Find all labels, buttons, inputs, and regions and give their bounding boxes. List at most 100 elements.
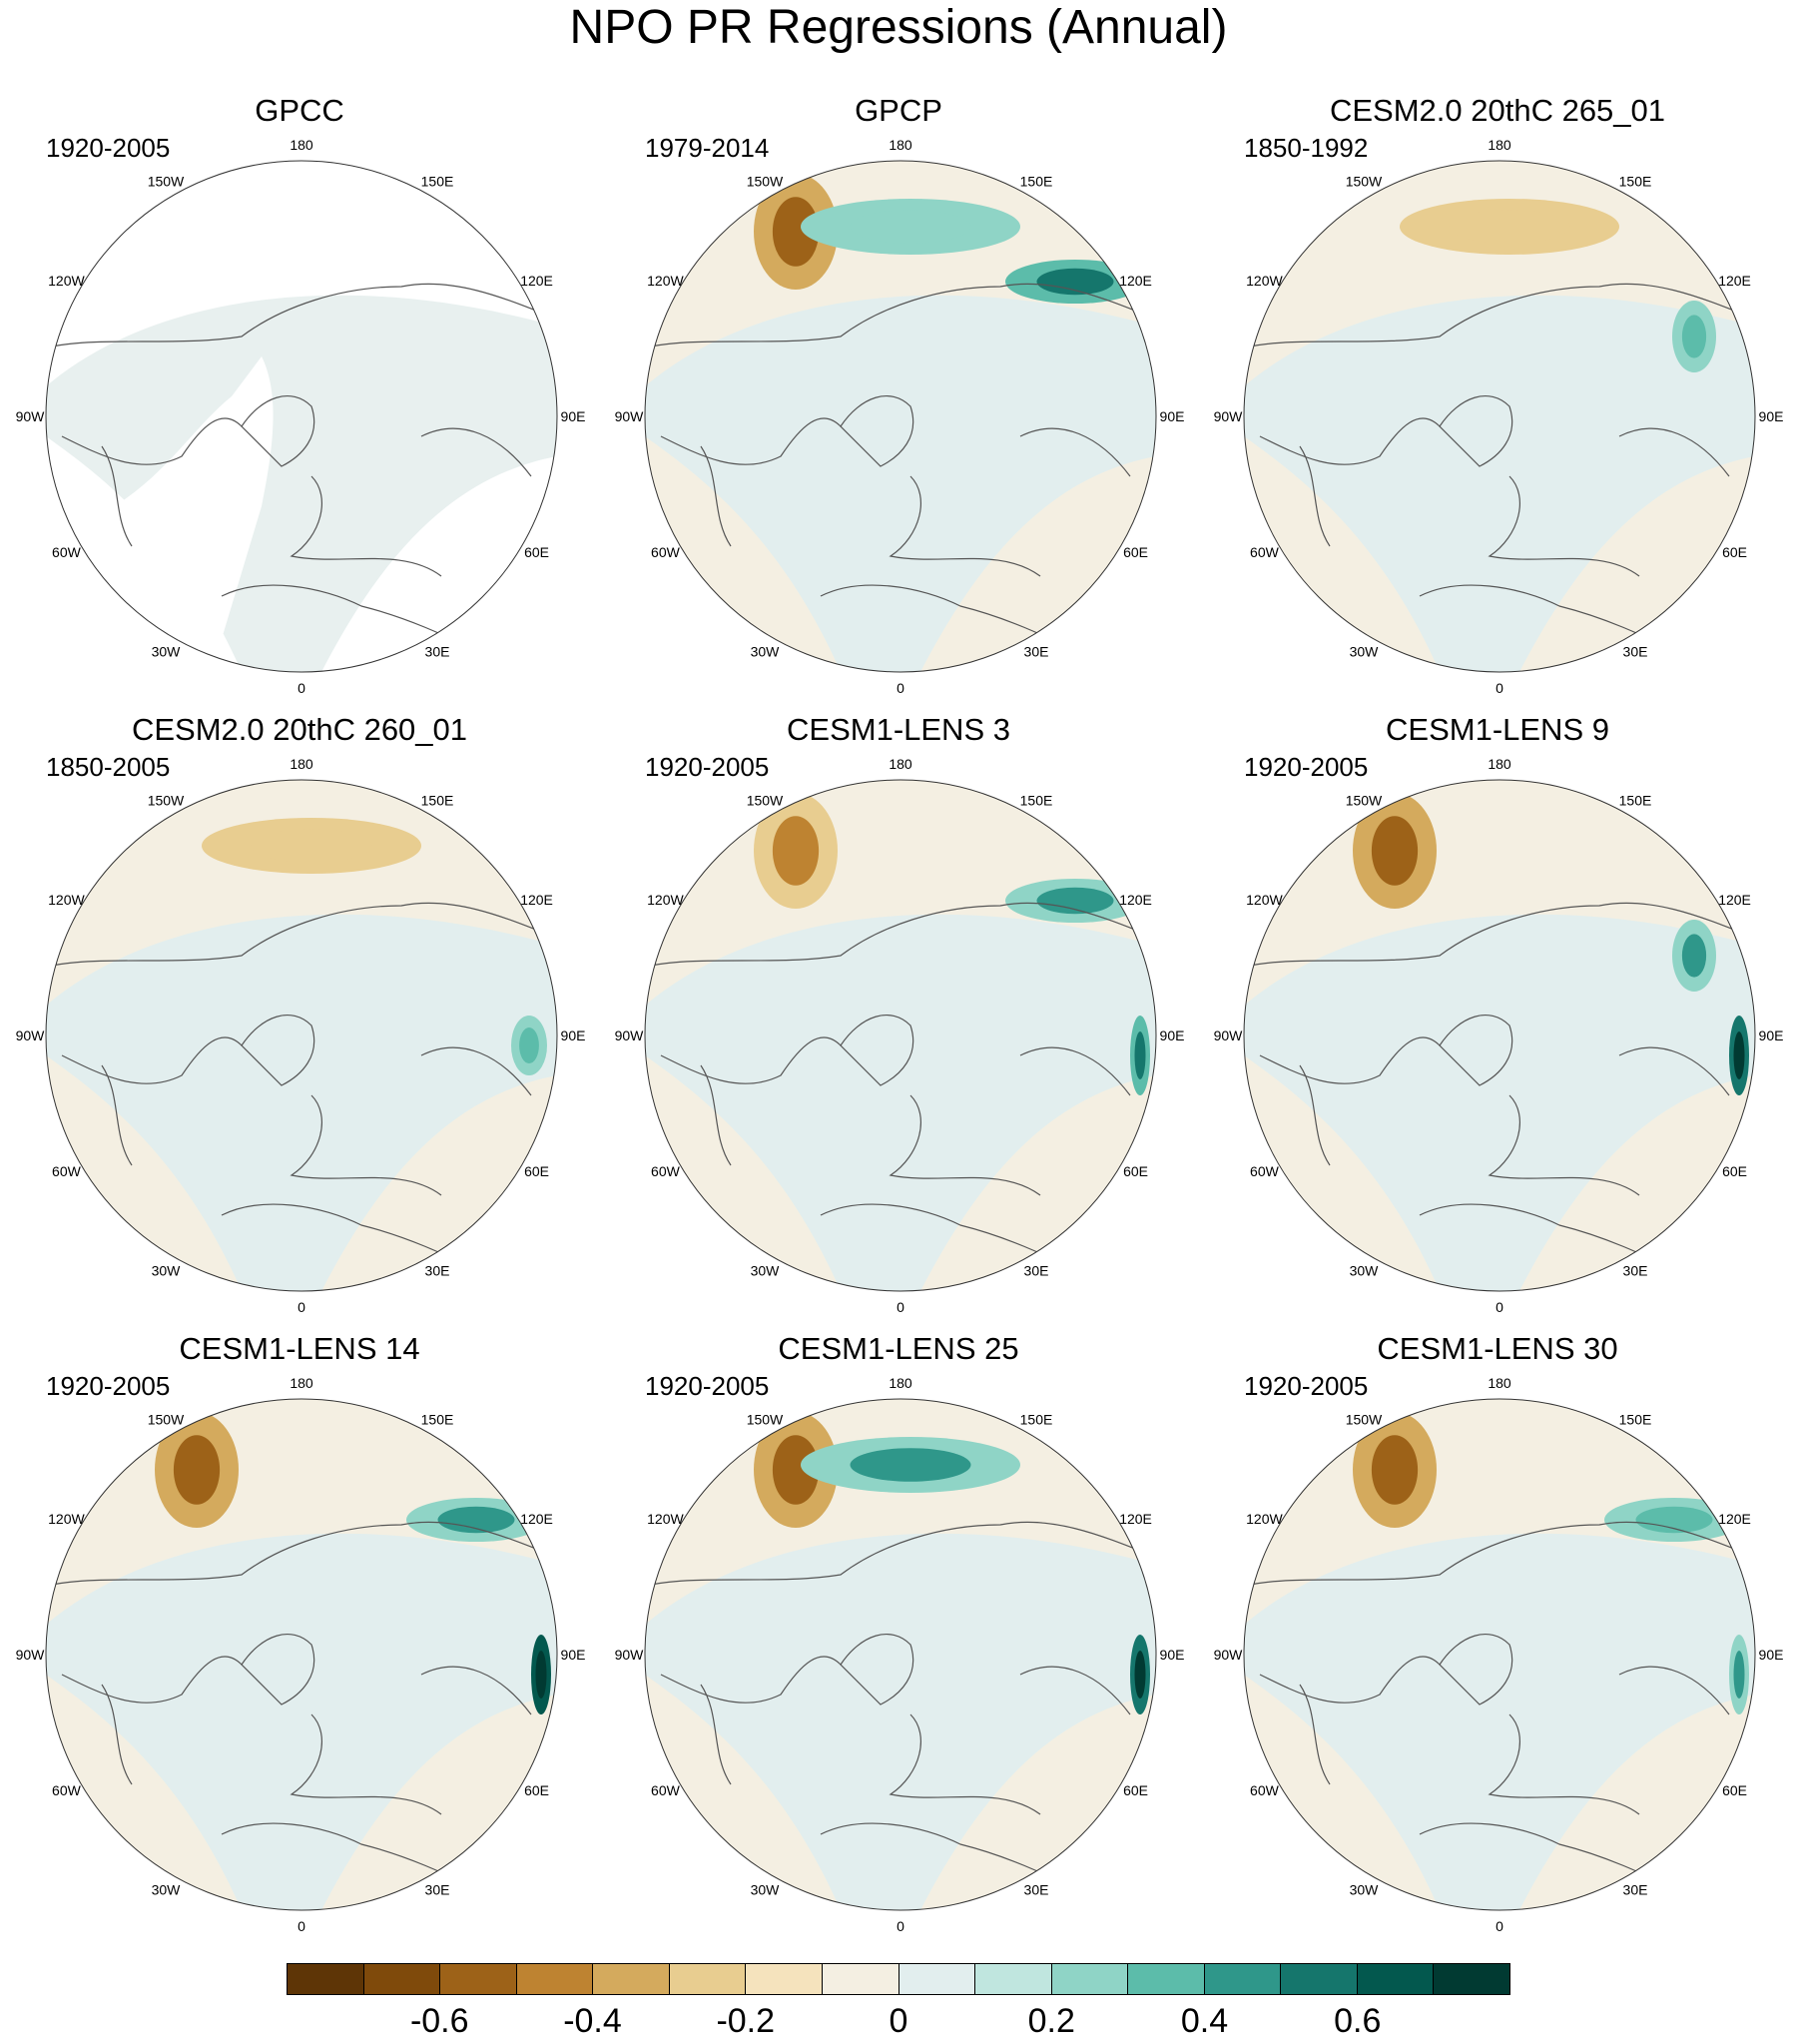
longitude-label: 120W xyxy=(647,273,684,289)
longitude-label: 150E xyxy=(1619,173,1652,189)
colorbar-box xyxy=(822,1964,899,1994)
longitude-label: 180 xyxy=(889,1375,912,1391)
longitude-label: 150W xyxy=(1346,792,1383,808)
coastline xyxy=(420,1666,532,1715)
longitude-label: 180 xyxy=(290,137,313,153)
anomaly-core xyxy=(1371,816,1419,886)
coastline xyxy=(840,1015,914,1086)
map-border xyxy=(1243,160,1756,673)
positive-field xyxy=(1244,1533,1755,1910)
coastline xyxy=(1259,417,1441,465)
longitude-label: 60W xyxy=(52,544,82,560)
coastline xyxy=(1249,283,1750,347)
longitude-label: 150W xyxy=(1346,173,1383,189)
longitude-label: 120E xyxy=(1718,273,1751,289)
map-panel: CESM1-LENS 3 1920-2005 180 150E 120E 90E 60E 30… xyxy=(599,712,1198,1333)
longitude-label: 0 xyxy=(897,680,904,696)
longitude-label: 150W xyxy=(747,1411,784,1427)
longitude-label: 0 xyxy=(1496,1299,1503,1315)
longitude-label: 0 xyxy=(1496,1918,1503,1934)
longitude-label: 120W xyxy=(48,892,85,908)
longitude-label: 120E xyxy=(1119,1511,1152,1527)
coastline xyxy=(241,1015,315,1086)
positive-field xyxy=(46,1533,557,1910)
colorbar-box xyxy=(440,1964,517,1994)
coastline xyxy=(101,1684,133,1785)
colorbar xyxy=(287,1963,1510,1995)
colorbar-tick-label: 0.4 xyxy=(1180,2002,1229,2040)
coastline xyxy=(1249,1521,1750,1586)
coastline xyxy=(241,395,315,467)
longitude-label: 90W xyxy=(615,1027,645,1043)
map-panel: CESM1-LENS 9 1920-2005 180 150E 120E 90E 60E 30… xyxy=(1198,712,1797,1333)
longitude-label: 30W xyxy=(1350,1882,1380,1898)
coastline xyxy=(1299,445,1331,547)
map-panel: CESM1-LENS 25 1920-2005 180 150E 120E 90E 60E 3… xyxy=(599,1331,1198,1952)
longitude-label: 60W xyxy=(651,544,681,560)
longitude-label: 150W xyxy=(747,173,784,189)
longitude-label: 0 xyxy=(298,1918,305,1934)
longitude-label: 150E xyxy=(421,1411,454,1427)
longitude-label: 150W xyxy=(1346,1411,1383,1427)
longitude-label: 30W xyxy=(152,1263,182,1279)
coastline xyxy=(101,445,133,547)
coastline xyxy=(650,283,1151,347)
longitude-label: 120E xyxy=(520,892,553,908)
anomaly-core xyxy=(535,1651,547,1699)
longitude-label: 90W xyxy=(615,408,645,424)
longitude-label: 60E xyxy=(1123,1782,1148,1798)
longitude-label: 30E xyxy=(425,644,450,660)
longitude-label: 30E xyxy=(1024,1263,1049,1279)
coastline xyxy=(889,1713,1041,1815)
colorbar-box xyxy=(288,1964,364,1994)
longitude-label: 60W xyxy=(651,1163,681,1179)
positive-field xyxy=(645,1533,1156,1910)
longitude-label: 60E xyxy=(1722,1163,1747,1179)
longitude-label: 60W xyxy=(651,1782,681,1798)
colorbar-box xyxy=(975,1964,1052,1994)
polar-map: 180 150E 120E 90E 60E 30E 0 30W 60W 90W 120W 150W xyxy=(16,137,586,696)
longitude-label: 120W xyxy=(48,273,85,289)
longitude-label: 90W xyxy=(16,408,46,424)
coastline xyxy=(420,427,532,477)
longitude-label: 120E xyxy=(1119,273,1152,289)
longitude-label: 120E xyxy=(1718,1511,1751,1527)
coastline xyxy=(889,1094,1041,1196)
map-panel: CESM2.0 20thC 265_01 1850-1992 180 150E 120E… xyxy=(1198,93,1797,714)
coastline xyxy=(1249,902,1750,967)
longitude-label: 30E xyxy=(1024,1882,1049,1898)
longitude-label: 150W xyxy=(148,792,185,808)
panel-title: GPCC xyxy=(255,93,344,128)
longitude-label: 30W xyxy=(751,1882,781,1898)
longitude-label: 30E xyxy=(425,1263,450,1279)
anomaly-core xyxy=(1036,268,1114,296)
longitude-label: 150W xyxy=(747,792,784,808)
period-label: 1920-2005 xyxy=(1244,1371,1369,1401)
period-label: 1920-2005 xyxy=(46,1371,171,1401)
coastline xyxy=(290,1094,442,1196)
longitude-label: 60E xyxy=(524,544,549,560)
coastline xyxy=(51,1521,552,1586)
anomaly-core xyxy=(772,197,820,267)
colorbar-box xyxy=(1204,1964,1282,1994)
longitude-label: 30W xyxy=(751,1263,781,1279)
longitude-label: 90W xyxy=(1214,1027,1244,1043)
anomaly-core xyxy=(1036,887,1114,915)
colorbar-box xyxy=(1051,1964,1129,1994)
panel-title: CESM1-LENS 25 xyxy=(778,1331,1019,1366)
anomaly-core xyxy=(173,1435,221,1505)
longitude-label: 30E xyxy=(1623,644,1648,660)
coastline xyxy=(1439,1634,1513,1705)
coastline xyxy=(840,1634,914,1705)
polar-map: 180 150E 120E 90E 60E 30E 0 30W 60W 90W 120W 150W xyxy=(1214,137,1784,696)
colorbar-box xyxy=(1434,1964,1509,1994)
longitude-label: 180 xyxy=(889,137,912,153)
polar-map: 180 150E 120E 90E 60E 30E 0 30W 60W 90W 120W 150W xyxy=(1214,756,1784,1315)
colorbar-box xyxy=(516,1964,594,1994)
longitude-label: 180 xyxy=(1488,756,1511,772)
anomaly-core xyxy=(251,829,372,863)
coastline xyxy=(650,1521,1151,1586)
longitude-label: 30W xyxy=(751,644,781,660)
colorbar-tick-label: 0 xyxy=(889,2002,908,2040)
coastline xyxy=(1618,1046,1730,1096)
